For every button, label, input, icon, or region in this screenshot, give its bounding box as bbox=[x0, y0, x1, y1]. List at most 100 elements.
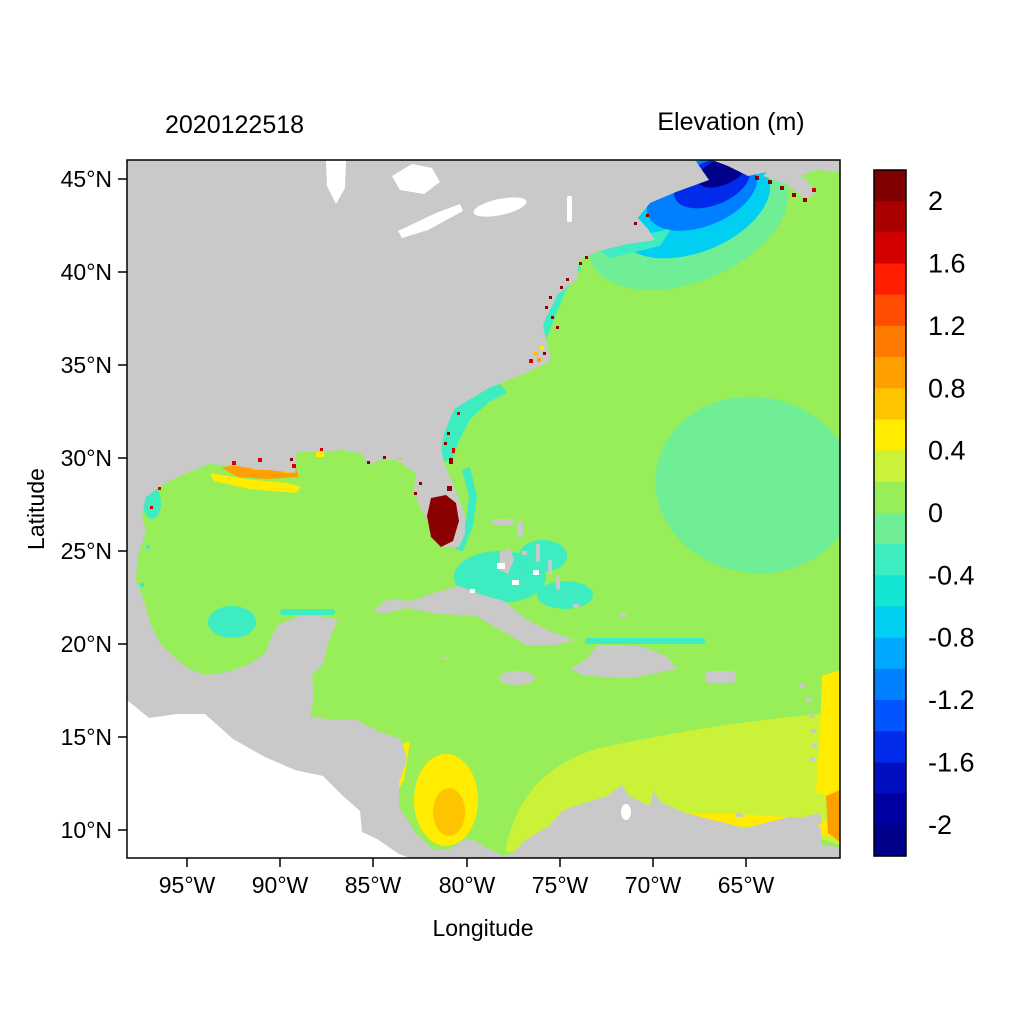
pamlico-speckle bbox=[537, 358, 541, 362]
colorbar-tick-label: -1.6 bbox=[928, 748, 975, 778]
x-tick-label: 90°W bbox=[252, 872, 309, 898]
cuba-coast-white-patch bbox=[470, 589, 475, 593]
y-tick-label: 20°N bbox=[61, 631, 112, 657]
bahamas-bank-patch-3 bbox=[537, 581, 593, 609]
antilles-islet bbox=[800, 684, 805, 688]
x-tick-label: 75°W bbox=[532, 872, 589, 898]
coastal-speckle bbox=[560, 286, 563, 289]
coastal-speckle bbox=[551, 316, 554, 319]
bay-of-campeche-patch bbox=[208, 606, 256, 638]
nova-scotia-speckle bbox=[812, 188, 816, 192]
colorbar-tick-labels: 2 1.6 1.2 0.8 0.4 0 -0.4 -0.8 -1.2 -1.6 -2 bbox=[928, 186, 975, 840]
colorbar-segment bbox=[874, 232, 906, 265]
antilles-islet bbox=[806, 698, 811, 702]
pamlico-speckle bbox=[543, 352, 546, 355]
nova-scotia-speckle bbox=[755, 176, 759, 180]
colorbar-tick-label: 1.6 bbox=[928, 249, 966, 279]
lesser-antilles-yellow-strip bbox=[816, 670, 840, 800]
puerto-rico bbox=[705, 671, 736, 683]
colorbar-tick-label: 0.4 bbox=[928, 436, 966, 466]
lake-champlain bbox=[567, 196, 572, 222]
antilles-islet bbox=[809, 714, 814, 718]
colorbar-segment bbox=[874, 637, 906, 670]
turks-caicos bbox=[620, 613, 626, 617]
hispaniola bbox=[571, 645, 677, 678]
y-tick-label: 15°N bbox=[61, 724, 112, 750]
cat-island bbox=[548, 560, 552, 574]
colorbar-title: Elevation (m) bbox=[657, 108, 804, 136]
south-florida-high-anomaly bbox=[427, 495, 459, 547]
colorbar-segment bbox=[874, 294, 906, 327]
bahamas-white-patch bbox=[533, 570, 539, 575]
colorbar bbox=[874, 170, 906, 857]
nova-scotia-speckle bbox=[780, 186, 784, 190]
colorbar-segment bbox=[874, 824, 906, 857]
antilles-islet bbox=[812, 744, 817, 748]
colorbar-segment bbox=[874, 668, 906, 701]
coastal-speckle bbox=[549, 296, 552, 299]
x-tick-label: 80°W bbox=[439, 872, 496, 898]
colorbar-segment bbox=[874, 201, 906, 233]
coastal-speckle bbox=[419, 482, 422, 485]
colorbar-segment bbox=[874, 170, 906, 202]
nova-scotia-speckle bbox=[768, 180, 772, 184]
coastal-speckle bbox=[292, 464, 296, 468]
hispaniola-north-fringe bbox=[585, 638, 705, 644]
coastal-speckle bbox=[579, 262, 582, 265]
colorbar-segment bbox=[874, 544, 906, 576]
colorbar-segment bbox=[874, 325, 906, 358]
coastal-speckle bbox=[449, 458, 453, 464]
map-plot-area bbox=[127, 160, 840, 858]
coastal-speckle bbox=[399, 457, 402, 460]
x-axis-title: Longitude bbox=[432, 915, 533, 941]
plot-border bbox=[126, 159, 841, 859]
y-tick-label: 40°N bbox=[61, 259, 112, 285]
x-axis-ticks bbox=[186, 858, 747, 867]
coastal-speckle bbox=[566, 278, 569, 281]
colorbar-border bbox=[873, 169, 907, 857]
y-axis-ticks bbox=[118, 178, 127, 831]
colorbar-tick-label: -1.2 bbox=[928, 685, 975, 715]
coastal-speckle bbox=[414, 492, 417, 495]
lake-ontario bbox=[473, 197, 527, 217]
new-england-coast-tail bbox=[600, 228, 672, 258]
nova-scotia-speckle bbox=[792, 193, 796, 197]
coastal-speckle bbox=[634, 222, 637, 225]
coastal-speckle bbox=[556, 326, 559, 329]
lake-maracaibo bbox=[621, 804, 631, 820]
colorbar-segment bbox=[874, 575, 906, 608]
colorbar-tick-label: 0.8 bbox=[928, 373, 966, 403]
y-tick-label: 25°N bbox=[61, 538, 112, 564]
panama-colombia-gold-core bbox=[433, 788, 465, 836]
grand-bahama bbox=[492, 519, 514, 525]
margarita bbox=[736, 813, 743, 817]
colorbar-tick-label: 0 bbox=[928, 498, 943, 528]
central-atlantic-low-patch bbox=[655, 396, 840, 574]
colorbar-segment bbox=[874, 481, 906, 514]
mobile-bay-patch bbox=[316, 452, 324, 457]
colorbar-segment bbox=[874, 700, 906, 732]
pamlico-speckle bbox=[540, 346, 544, 350]
coastal-speckle bbox=[452, 448, 455, 453]
x-tick-label: 65°W bbox=[718, 872, 775, 898]
pamlico-speckle bbox=[534, 352, 538, 356]
y-tick-label: 45°N bbox=[61, 166, 112, 192]
bahamas-bank-patch-2 bbox=[519, 540, 567, 572]
yucatan-north-fringe bbox=[280, 609, 335, 615]
colorbar-segment bbox=[874, 731, 906, 764]
colorbar-segment bbox=[874, 762, 906, 795]
colorbar-tick-label: 2 bbox=[928, 186, 943, 216]
florida-east-coast-strip bbox=[455, 467, 477, 551]
lake-huron bbox=[392, 164, 440, 194]
antilles-islet bbox=[810, 757, 815, 761]
pacific-out-of-domain bbox=[127, 700, 410, 858]
y-tick-label: 10°N bbox=[61, 817, 112, 843]
x-tick-label: 85°W bbox=[345, 872, 402, 898]
coastal-speckle bbox=[545, 306, 548, 309]
bahamas-islet bbox=[573, 604, 579, 608]
coastal-speckle bbox=[367, 461, 370, 464]
antilles-islet bbox=[811, 729, 816, 733]
trinidad bbox=[806, 813, 822, 827]
mexico-lagoon-speckle bbox=[146, 545, 150, 549]
